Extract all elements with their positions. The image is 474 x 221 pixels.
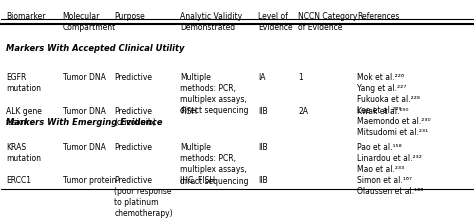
Text: IIB: IIB <box>258 143 268 152</box>
Text: Biomarker: Biomarker <box>6 12 46 21</box>
Text: Predictive: Predictive <box>115 73 153 82</box>
Text: Purpose: Purpose <box>115 12 145 21</box>
Text: Multiple
methods: PCR,
multiplex assays,
direct sequencing: Multiple methods: PCR, multiplex assays,… <box>181 73 249 115</box>
Text: KRAS
mutation: KRAS mutation <box>6 143 41 163</box>
Text: ALK gene
fusion: ALK gene fusion <box>6 107 42 127</box>
Text: Markers With Emerging Evidence: Markers With Emerging Evidence <box>6 118 163 128</box>
Text: IIB: IIB <box>258 107 268 116</box>
Text: Markers With Accepted Clinical Utility: Markers With Accepted Clinical Utility <box>6 44 184 53</box>
Text: Tumor protein: Tumor protein <box>63 176 116 185</box>
Text: Pao et al.¹⁵⁸
Linardou et al.²³²
Mao et al.²³³: Pao et al.¹⁵⁸ Linardou et al.²³² Mao et … <box>357 143 422 174</box>
Text: IIB: IIB <box>258 176 268 185</box>
Text: 2A: 2A <box>298 107 308 116</box>
Text: Analytic Validity
Demonstrated: Analytic Validity Demonstrated <box>181 12 243 32</box>
Text: Predictive
(crizotinib): Predictive (crizotinib) <box>115 107 156 127</box>
Text: Tumor DNA: Tumor DNA <box>63 73 106 82</box>
Text: IHC, FISH: IHC, FISH <box>181 176 216 185</box>
Text: Molecular
Compartment: Molecular Compartment <box>63 12 116 32</box>
Text: NCCN Category
of Evidence: NCCN Category of Evidence <box>298 12 358 32</box>
Text: Kwak et al.¹⁹⁰: Kwak et al.¹⁹⁰ <box>357 107 409 116</box>
Text: 1: 1 <box>298 73 303 82</box>
Text: FISH: FISH <box>181 107 198 116</box>
Text: Predictive: Predictive <box>115 143 153 152</box>
Text: Tumor DNA: Tumor DNA <box>63 143 106 152</box>
Text: References: References <box>357 12 400 21</box>
Text: ERCC1: ERCC1 <box>6 176 31 185</box>
Text: Tumor DNA: Tumor DNA <box>63 107 106 116</box>
Text: Simon et al.¹⁶⁷
Olaussen et al.¹⁶⁶: Simon et al.¹⁶⁷ Olaussen et al.¹⁶⁶ <box>357 176 424 196</box>
Text: IA: IA <box>258 73 266 82</box>
Text: EGFR
mutation: EGFR mutation <box>6 73 41 93</box>
Text: Mok et al.²²⁶
Yang et al.²²⁷
Fukuoka et al.²²⁸
Lee et al.²²⁹
Maemondo et al.²³⁰
: Mok et al.²²⁶ Yang et al.²²⁷ Fukuoka et … <box>357 73 431 137</box>
Text: Level of
Evidence: Level of Evidence <box>258 12 293 32</box>
Text: Multiple
methods: PCR,
multiplex assays,
direct sequencing: Multiple methods: PCR, multiplex assays,… <box>181 143 249 185</box>
Text: Predictive
(poor response
to platinum
chemotherapy): Predictive (poor response to platinum ch… <box>115 176 173 218</box>
